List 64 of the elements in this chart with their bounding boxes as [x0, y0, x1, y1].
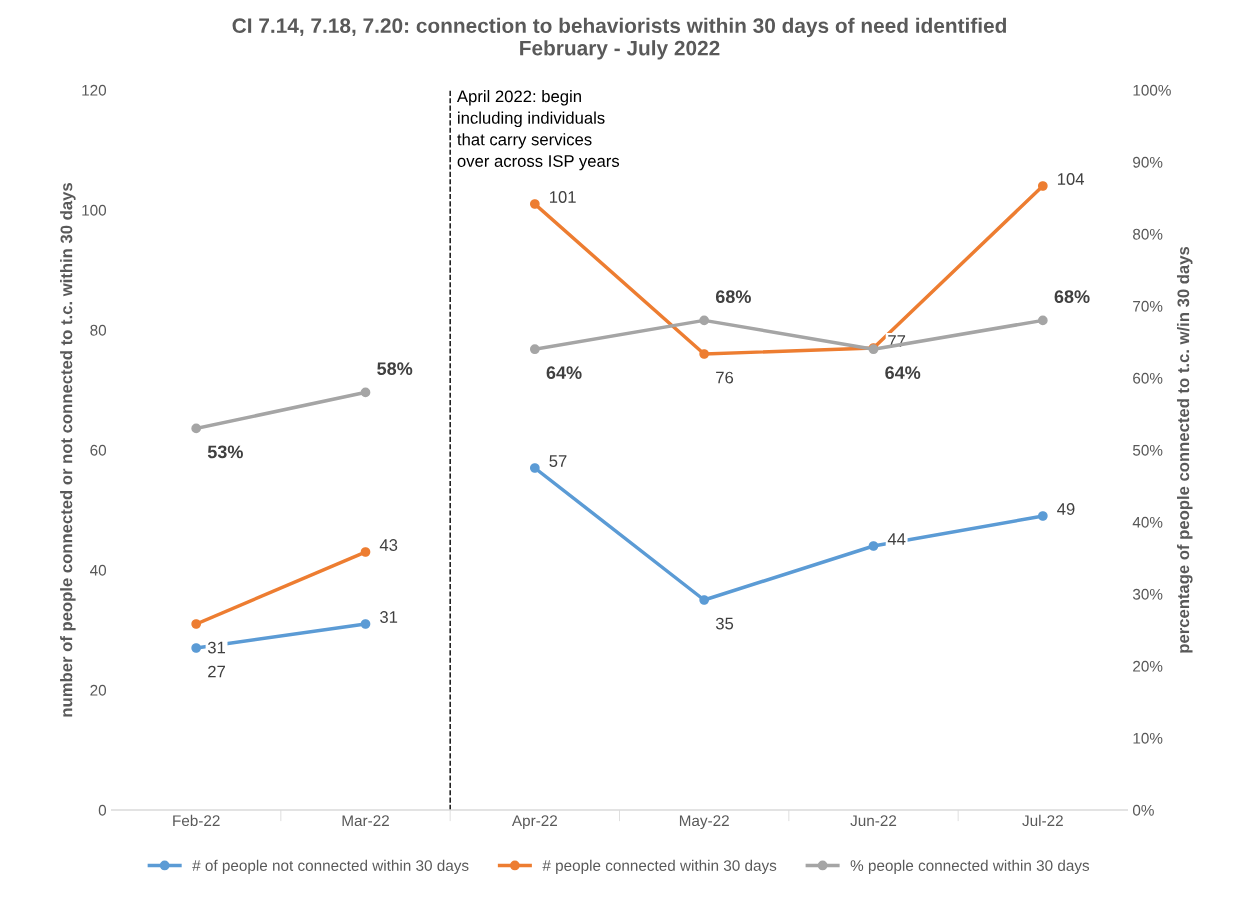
x-tick-label: Apr-22	[511, 815, 557, 830]
legend-label: # people connected within 30 days	[542, 859, 777, 874]
point	[360, 387, 371, 398]
data-label: 64%	[546, 366, 582, 380]
data-label: 49	[1057, 503, 1075, 515]
y2-tick-label: 10%	[1133, 732, 1163, 744]
point	[1037, 511, 1048, 521]
y-axis-title: number of people connected or not connected to t.c. within 30 days	[60, 183, 76, 717]
y2-tick-label: 60%	[1133, 372, 1163, 384]
point	[191, 619, 202, 629]
legend-label: % people connected within 30 days	[850, 859, 1090, 874]
point	[529, 199, 540, 209]
y2-tick-label: 90%	[1133, 156, 1163, 168]
y2-tick-label: 30%	[1132, 588, 1163, 600]
data-label: 53%	[207, 445, 243, 459]
point	[360, 547, 371, 557]
legend-label: # of people not connected within 30 days	[192, 859, 469, 874]
point	[191, 643, 202, 653]
data-label: 68%	[715, 290, 751, 304]
data-label: 31	[207, 641, 226, 654]
data-label: 104	[1057, 173, 1085, 185]
data-label: 101	[549, 191, 576, 203]
y2-tick-label: 20%	[1133, 660, 1163, 672]
y-tick-label: 80	[90, 324, 107, 336]
point	[699, 315, 710, 326]
x-tick-label: Mar-22	[342, 815, 389, 827]
y2-tick-label: 40%	[1132, 516, 1163, 528]
chart-title: CI 7.14, 7.18, 7.20: connection to behaviorists within 30 days of need identified February - July 2022	[232, 17, 1006, 60]
point	[699, 595, 710, 605]
point	[529, 344, 540, 355]
data-label: 57	[549, 455, 567, 467]
x-tick-label: May-22	[679, 815, 729, 830]
y-tick-label: 100	[82, 204, 107, 216]
data-label: 76	[716, 371, 734, 384]
annotation: April 2022: begin including individuals that carry services over across ISP years	[456, 90, 620, 171]
point	[1037, 315, 1048, 326]
point	[360, 619, 371, 629]
data-label: 43	[379, 539, 398, 551]
point	[699, 349, 710, 359]
data-label: 31	[380, 611, 398, 623]
data-label: 64%	[885, 366, 921, 380]
y-tick-label: 0	[98, 804, 107, 816]
y2-tick-label: 70%	[1133, 300, 1163, 312]
y2-tick-label: 80%	[1133, 228, 1163, 240]
y-tick-label: 60	[90, 444, 107, 456]
y2-axis-title: percentage of people connected to t.c. w/in 30 days	[1176, 246, 1193, 653]
point	[1037, 181, 1048, 191]
point	[868, 541, 879, 551]
y-tick-label: 120	[82, 84, 107, 96]
data-label: 27	[208, 665, 225, 678]
data-label: 68%	[1054, 290, 1090, 304]
point	[191, 423, 202, 434]
data-label: 58%	[377, 362, 413, 376]
data-label: 35	[715, 617, 734, 630]
x-tick-label: Jun-22	[850, 815, 897, 827]
y2-tick-label: 100%	[1133, 84, 1171, 96]
data-label: 44	[887, 533, 906, 545]
y-tick-label: 20	[90, 684, 107, 696]
y2-tick-label: 50%	[1132, 444, 1163, 456]
x-tick-label: Jul-22	[1022, 814, 1063, 827]
x-tick-label: Feb-22	[173, 814, 220, 827]
y-tick-label: 40	[90, 564, 107, 576]
y2-tick-label: 0%	[1132, 804, 1154, 816]
point	[529, 463, 540, 473]
